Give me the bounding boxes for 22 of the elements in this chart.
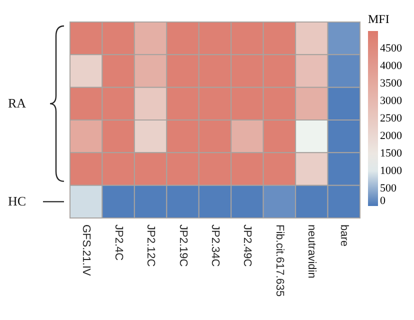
x-tick-label: Fib.cit.617.635 [273, 224, 286, 297]
color-bar-label: 1500 [380, 148, 402, 160]
color-bar-label: 4500 [380, 42, 402, 54]
x-tick-label: JP2.19C [176, 224, 189, 267]
color-bar-label: 2500 [380, 112, 402, 124]
color-bar-label: 3000 [380, 95, 402, 107]
x-tick-label: JP2.4C [112, 224, 124, 261]
color-bar-label: 500 [380, 182, 397, 194]
x-tick-label: neutravidin [306, 224, 318, 278]
x-tick-label: JP2.49C [241, 224, 254, 267]
color-bar-title: MFI [368, 12, 390, 26]
x-tick-label: bare [338, 224, 350, 247]
x-tick-label: JP2.12C [144, 224, 157, 267]
color-bar-label: 0 [380, 195, 386, 207]
x-tick-label: JP2.34C [209, 224, 221, 267]
text: RA [8, 96, 27, 111]
color-bar-label: 3500 [380, 78, 402, 90]
color-bar-label: 1000 [380, 165, 402, 177]
x-tick-label: GFS.21.IV [80, 224, 92, 277]
color-bar-label: 4000 [380, 60, 402, 72]
text: HC [8, 194, 26, 209]
color-bar-label: 2000 [380, 130, 402, 142]
